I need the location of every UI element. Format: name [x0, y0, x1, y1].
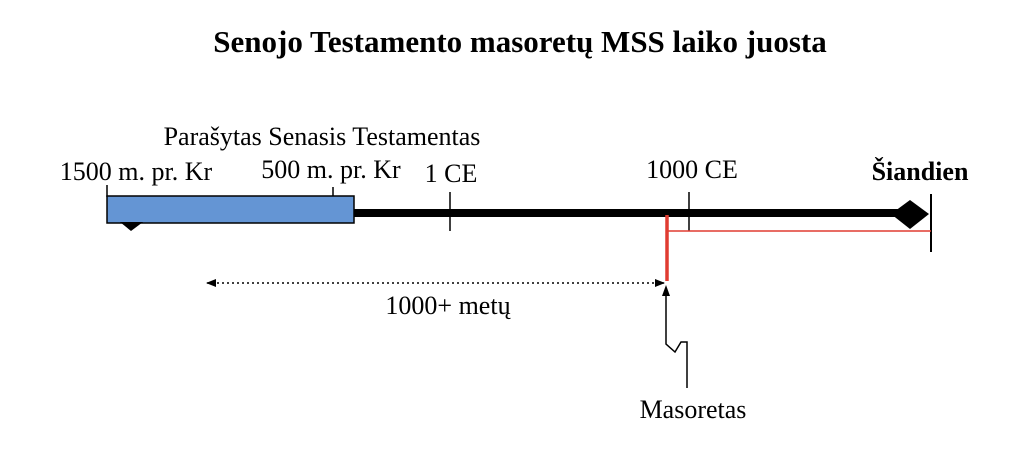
- start-pointer-icon: [120, 222, 143, 231]
- diagram-title: Senojo Testamento masoretų MSS laiko juo…: [213, 24, 827, 59]
- marker-label-1000ce: 1000 CE: [646, 155, 738, 184]
- ot-period-bar: [106, 195, 355, 224]
- period-label: Parašytas Senasis Testamentas: [164, 122, 481, 151]
- gap-label: 1000+ metų: [385, 291, 511, 320]
- masoretes-label: Masoretas: [640, 395, 747, 424]
- today-diamond-icon: [891, 200, 929, 229]
- masoretes-arrowhead-icon: [662, 285, 670, 296]
- marker-label-today: Šiandien: [872, 157, 969, 186]
- marker-label-1500bc: 1500 m. pr. Kr: [60, 157, 213, 186]
- marker-label-500bc: 500 m. pr. Kr: [261, 155, 401, 184]
- marker-label-1ce: 1 CE: [425, 159, 478, 188]
- masoretes-pointer: [665, 293, 688, 388]
